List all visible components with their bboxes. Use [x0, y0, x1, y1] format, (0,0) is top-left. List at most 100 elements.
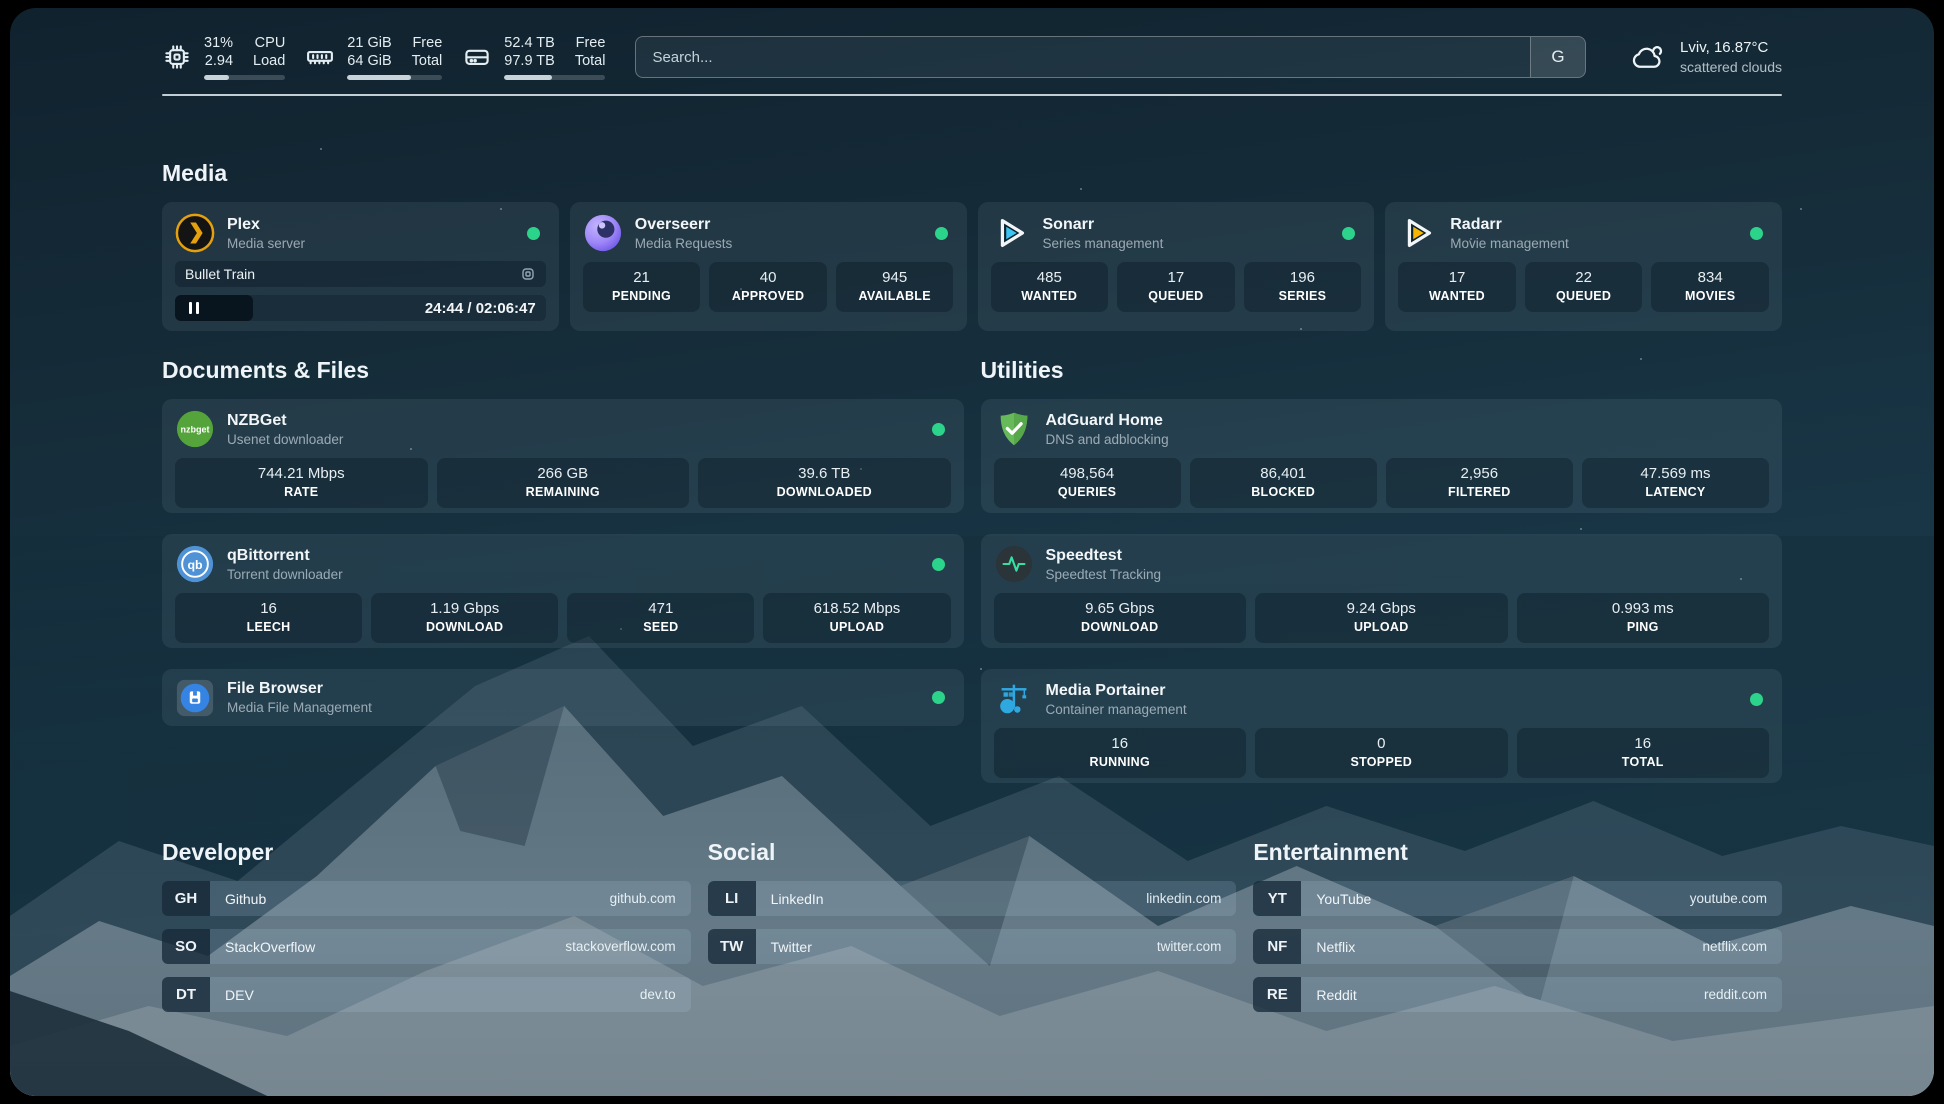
portainer-icon: [999, 684, 1026, 714]
resource-widgets: 31% 2.94 CPU Load: [162, 34, 606, 80]
bookmark-url: netflix.com: [1702, 939, 1767, 954]
disk-total-value: 97.9 TB: [504, 53, 555, 69]
ram-icon: [307, 50, 334, 65]
service-name: File Browser: [227, 680, 324, 697]
nzbget-icon: nzbget: [176, 410, 214, 448]
bookmark-abbr: SO: [162, 929, 210, 964]
service-name: qBittorrent: [227, 546, 310, 564]
weather-location-temp: Lviv, 16.87°C: [1680, 38, 1769, 56]
stat-tile: 17 WANTED: [1398, 262, 1516, 312]
bookmark-url: dev.to: [639, 987, 676, 1002]
service-card-sonarr[interactable]: Sonarr Series management 485 WANTED 17 Q…: [977, 202, 1375, 331]
bookmark-youtube[interactable]: YT YouTube youtube.com: [1253, 881, 1782, 916]
stat-tile: 21 PENDING: [582, 262, 701, 312]
search-bar: G: [635, 36, 1587, 78]
service-card-portainer[interactable]: Media Portainer Container management 16 …: [980, 669, 1782, 783]
service-card-radarr[interactable]: Radarr Movie management 17 WANTED 22 QUE…: [1385, 202, 1782, 331]
service-subtitle: Speedtest Tracking: [1045, 566, 1162, 582]
cpu-widget: 31% 2.94 CPU Load: [162, 34, 286, 80]
scenery-tint: [10, 536, 1934, 1096]
plex-track-title: Bullet Train: [185, 266, 256, 282]
stat-tile: 744.21 Mbps RATE: [175, 458, 428, 508]
bookmark-url: github.com: [609, 891, 676, 906]
ram-progress-bar: [347, 75, 443, 80]
stat-tile: 9.65 Gbps DOWNLOAD: [993, 593, 1246, 643]
speedtest-icon: [995, 545, 1032, 583]
bookmark-twitter[interactable]: TW Twitter twitter.com: [707, 929, 1237, 964]
weather-widget: Lviv, 16.87°C scattered clouds: [1630, 38, 1782, 77]
filebrowser-icon: [176, 679, 214, 716]
plex-playback-time: 24:44 / 02:06:47: [424, 299, 536, 317]
section-title-social: Social: [707, 839, 776, 865]
bookmark-name: Twitter: [770, 938, 812, 955]
service-name: Overseerr: [634, 215, 711, 233]
status-dot-online: [931, 557, 945, 571]
service-name: NZBGet: [227, 411, 287, 429]
disk-progress-bar: [504, 75, 606, 80]
cpu-icon: [165, 45, 189, 69]
section-title-utilities: Utilities: [980, 357, 1064, 383]
svg-text:nzbget: nzbget: [180, 424, 209, 434]
pause-button[interactable]: [175, 295, 253, 321]
service-card-nzbget[interactable]: nzbget NZBGet Usenet downloader 744.21 M…: [162, 399, 964, 513]
stat-tile: 2,956 FILTERED: [1385, 458, 1573, 508]
overseerr-icon: [584, 214, 621, 252]
cpu-usage-label: CPU: [254, 35, 286, 51]
service-card-filebrowser[interactable]: File Browser Media File Management: [162, 669, 964, 726]
bookmark-linkedin[interactable]: LI LinkedIn linkedin.com: [707, 881, 1237, 916]
stat-tile: 266 GB REMAINING: [436, 458, 689, 508]
service-card-adguard[interactable]: AdGuard Home DNS and adblocking 498,564 …: [980, 399, 1782, 513]
ram-total-label: Total: [411, 53, 443, 69]
status-dot-online: [931, 422, 945, 436]
bookmark-netflix[interactable]: NF Netflix netflix.com: [1253, 929, 1782, 964]
service-name: Speedtest: [1045, 546, 1122, 564]
service-name: AdGuard Home: [1045, 411, 1163, 429]
disk-free-value: 52.4 TB: [504, 35, 555, 51]
service-card-overseerr[interactable]: Overseerr Media Requests 21 PENDING 40 A…: [569, 202, 967, 331]
status-dot-online: [1342, 226, 1356, 240]
section-title-media: Media: [162, 160, 228, 186]
bookmark-url: youtube.com: [1689, 891, 1767, 906]
stat-tile: 22 QUEUED: [1524, 262, 1643, 312]
bookmark-github[interactable]: GH Github github.com: [162, 881, 691, 916]
bookmark-abbr: RE: [1253, 977, 1302, 1012]
stat-tile: 16 RUNNING: [993, 728, 1246, 778]
bookmark-abbr: LI: [707, 881, 756, 916]
cpu-usage-value: 31%: [204, 35, 234, 51]
service-card-qbittorrent[interactable]: qb qBittorrent Torrent downloader 16: [162, 534, 964, 648]
search-input[interactable]: [636, 37, 1531, 77]
service-subtitle: Series management: [1042, 235, 1164, 251]
disk-icon: [465, 49, 489, 65]
stat-tile: 16 TOTAL: [1516, 728, 1769, 778]
bookmark-reddit[interactable]: RE Reddit reddit.com: [1253, 977, 1782, 1012]
bookmark-name: LinkedIn: [770, 890, 824, 907]
service-subtitle: Usenet downloader: [227, 431, 344, 447]
stat-tile: 196 SERIES: [1243, 262, 1362, 312]
bookmark-abbr: GH: [162, 881, 210, 916]
stat-tile: 16 LEECH: [175, 593, 363, 643]
disk-widget: 52.4 TB 97.9 TB Free Total: [462, 34, 606, 80]
status-dot-online: [1750, 226, 1763, 240]
service-name: Media Portainer: [1045, 681, 1166, 699]
bookmark-name: YouTube: [1316, 890, 1372, 907]
bookmark-url: linkedin.com: [1146, 891, 1222, 906]
status-dot-online: [934, 226, 948, 240]
service-card-plex[interactable]: Plex Media server Bullet Train: [162, 202, 559, 331]
ram-widget: 21 GiB 64 GiB Free Total: [305, 34, 443, 80]
media-type-icon: [522, 268, 534, 280]
bookmark-dev[interactable]: DT DEV dev.to: [162, 977, 691, 1012]
stat-tile: 0.993 ms PING: [1516, 593, 1769, 643]
qbittorrent-icon: qb: [176, 545, 214, 583]
search-provider-button[interactable]: G: [1530, 37, 1586, 77]
radarr-icon: [1408, 219, 1432, 247]
service-card-speedtest[interactable]: Speedtest Speedtest Tracking 9.65 Gbps D…: [980, 534, 1782, 648]
stat-tile: 834 MOVIES: [1651, 262, 1769, 312]
bookmark-name: Netflix: [1316, 938, 1356, 955]
stat-tile: 17 QUEUED: [1117, 262, 1235, 312]
cpu-load-label: Load: [253, 53, 286, 69]
status-dot-online: [1750, 692, 1763, 706]
top-bar: 31% 2.94 CPU Load: [162, 8, 1782, 80]
bookmark-stackoverflow[interactable]: SO StackOverflow stackoverflow.com: [162, 929, 691, 964]
stat-tile: 47.569 ms LATENCY: [1581, 458, 1769, 508]
cpu-progress-bar: [204, 75, 286, 80]
